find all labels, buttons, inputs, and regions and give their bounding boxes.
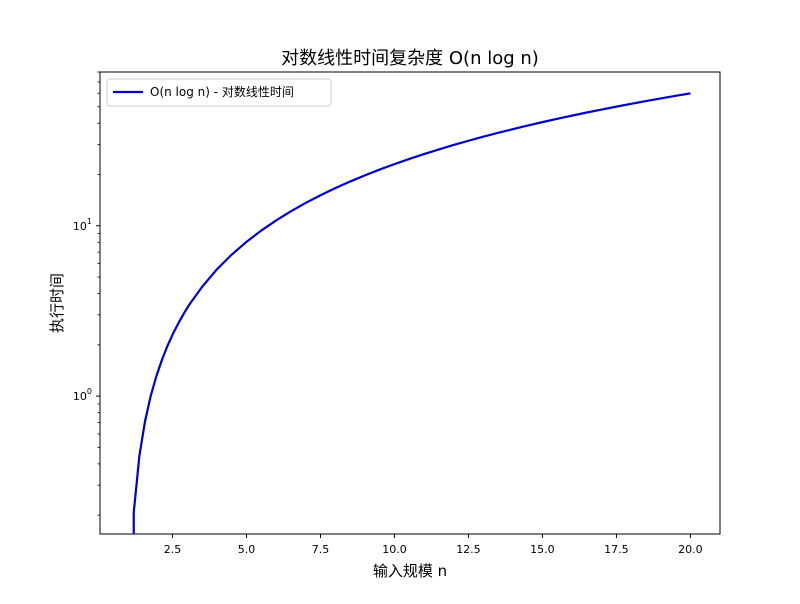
series-layer	[132, 92, 691, 534]
x-tick-label: 5.0	[238, 543, 256, 556]
x-tick-label: 12.5	[456, 543, 481, 556]
x-tick-label: 15.0	[530, 543, 555, 556]
legend-label: O(n log n) - 对数线性时间	[150, 84, 294, 99]
y-tick-label: 101	[73, 217, 92, 233]
x-tick-label: 7.5	[312, 543, 330, 556]
x-tick-label: 17.5	[604, 543, 629, 556]
legend-box	[106, 78, 332, 107]
x-axis: 2.5 5.0 7.5 10.0 12.5 15.0 17.5 20.0	[164, 534, 703, 556]
x-tick-label: 10.0	[382, 543, 407, 556]
y-tick-label: 100	[73, 387, 92, 403]
x-tick-label: 2.5	[164, 543, 182, 556]
legend: O(n log n) - 对数线性时间	[106, 78, 332, 107]
x-axis-title: 输入规模 n	[373, 562, 447, 580]
chart-title: 对数线性时间复杂度 O(n log n)	[281, 48, 539, 69]
plot-area-frame	[99, 71, 721, 535]
y-axis-title: 执行时间	[48, 273, 66, 333]
x-tick-label: 20.0	[678, 543, 703, 556]
y-axis: 100 101	[73, 71, 100, 516]
series-line	[132, 92, 691, 534]
